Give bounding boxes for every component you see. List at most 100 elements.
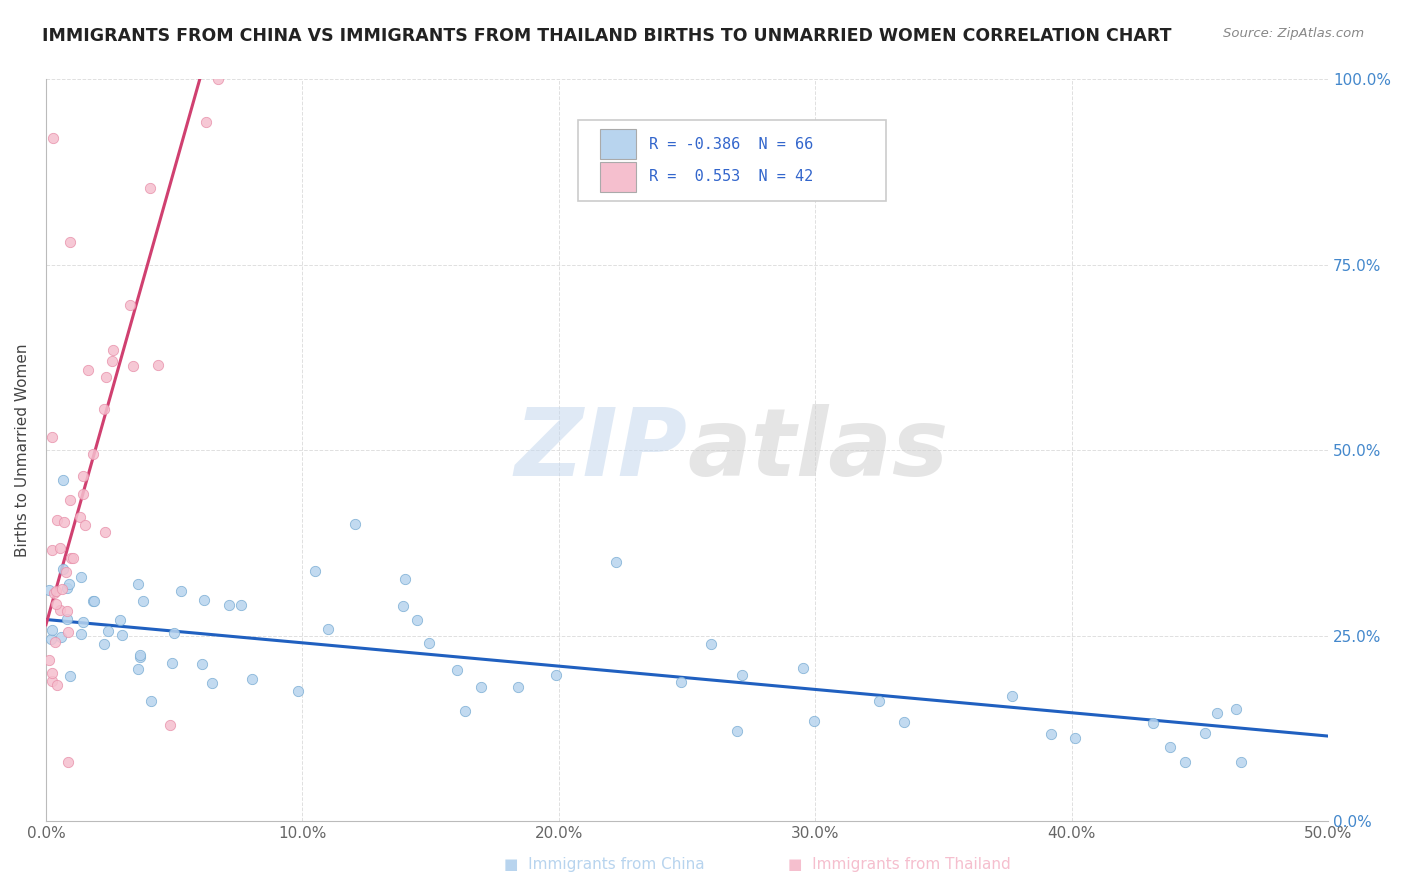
Point (240, 672, 263, 686)
Point (41, 429, 63, 443)
Point (162, 657, 184, 671)
Bar (600, 162, 636, 192)
Point (46, 513, 69, 527)
Point (45, 583, 67, 598)
Point (725, 724, 748, 739)
Point (72, 615, 94, 629)
Point (55, 612, 77, 626)
Point (53, 515, 76, 529)
Point (139, 694, 162, 708)
Point (394, 572, 416, 586)
Point (1039, 726, 1062, 740)
Point (391, 599, 413, 613)
Point (108, 613, 131, 627)
Point (52, 473, 75, 487)
Point (72, 487, 94, 501)
Point (731, 667, 754, 681)
Point (58, 577, 80, 591)
Point (38, 653, 60, 667)
Point (163, 625, 186, 640)
Point (111, 628, 134, 642)
Point (127, 661, 149, 675)
Point (51, 582, 73, 596)
Text: atlas: atlas (688, 404, 948, 496)
Point (55, 581, 77, 595)
Point (56, 604, 79, 618)
Point (56, 625, 79, 640)
Point (304, 564, 326, 578)
Point (287, 684, 309, 698)
Point (58, 755, 80, 769)
Point (82, 447, 104, 461)
Point (41, 542, 63, 557)
Point (470, 681, 492, 695)
Point (193, 593, 215, 607)
Text: ZIP: ZIP (515, 404, 688, 496)
Point (132, 594, 155, 608)
Point (446, 663, 468, 677)
Point (62, 551, 84, 566)
Point (506, 680, 529, 694)
Point (1225, 702, 1247, 716)
Point (41, 623, 63, 637)
Point (59, 235, 82, 250)
Point (49, 603, 72, 617)
Point (418, 636, 440, 650)
Point (1063, 731, 1085, 745)
Point (406, 613, 429, 627)
Bar (600, 129, 636, 159)
Point (72, 469, 94, 483)
Point (454, 704, 477, 718)
Point (103, 343, 125, 357)
Point (893, 715, 915, 730)
Point (94, 370, 117, 384)
Point (318, 622, 340, 636)
Point (77, 363, 100, 377)
Point (1159, 739, 1181, 754)
Point (231, 598, 253, 612)
Y-axis label: Births to Unmarried Women: Births to Unmarried Women (15, 343, 30, 557)
Point (699, 637, 721, 651)
Point (41, 674, 63, 689)
Text: R = -0.386  N = 66: R = -0.386 N = 66 (648, 136, 813, 152)
Point (46, 678, 69, 692)
Point (39, 632, 62, 646)
Point (218, 598, 240, 612)
Point (101, 354, 124, 368)
Point (1142, 716, 1164, 731)
Point (82, 594, 104, 608)
Point (59, 493, 82, 508)
Point (803, 714, 825, 728)
Point (138, 181, 160, 195)
Point (49, 541, 72, 556)
Point (1000, 690, 1022, 704)
Text: ■  Immigrants from China: ■ Immigrants from China (505, 857, 704, 872)
Point (1230, 755, 1253, 769)
Point (41, 666, 63, 681)
Point (38, 583, 60, 598)
Point (120, 298, 142, 312)
Point (93, 525, 115, 540)
Point (70, 570, 93, 584)
Text: Source: ZipAtlas.com: Source: ZipAtlas.com (1223, 27, 1364, 40)
Point (93, 637, 115, 651)
Point (170, 584, 193, 599)
Point (128, 649, 150, 664)
Point (544, 668, 567, 682)
Point (55, 565, 77, 579)
Point (127, 577, 149, 591)
Point (343, 517, 366, 532)
Point (207, 72, 229, 87)
Point (671, 675, 693, 690)
Point (97, 624, 120, 638)
Point (1194, 725, 1216, 739)
Text: ■  Immigrants from Thailand: ■ Immigrants from Thailand (789, 857, 1011, 872)
Point (121, 359, 143, 373)
Point (45, 597, 67, 611)
Point (44, 635, 66, 649)
Point (83, 594, 105, 608)
Point (60, 550, 83, 565)
Point (51, 630, 73, 644)
Point (146, 359, 169, 373)
Point (42, 586, 65, 600)
